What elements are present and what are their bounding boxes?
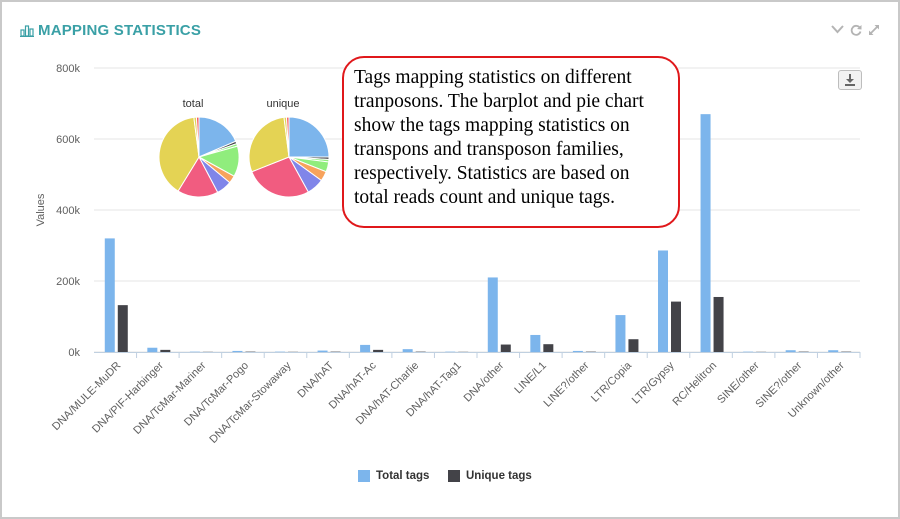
x-tick-label: RC/Helitron [670, 360, 719, 409]
callout-line-2: tranposons. The barplot and pie chart [354, 91, 644, 112]
bar-total-6 [360, 344, 371, 352]
bar-unique-14 [713, 296, 724, 352]
pie-slice-unique-9 [285, 116, 290, 158]
callout-line-1: Tags mapping statistics on different [354, 67, 632, 88]
pie-slice-total-0 [198, 116, 237, 158]
bar-unique-1 [160, 349, 171, 352]
chart-legend: Total tags Unique tags [0, 468, 896, 488]
callout-line-4: transpons and transposon families, [354, 139, 624, 160]
pie-title-total: total [183, 98, 204, 110]
x-tick-label: LINE?/other [542, 359, 592, 409]
x-tick-label: DNA/MULE-MuDR [50, 360, 123, 433]
bar-total-13 [658, 250, 668, 352]
pie-slice-unique-0 [288, 116, 330, 158]
legend-item-total[interactable]: Total tags [358, 468, 429, 484]
bar-total-14 [700, 114, 711, 353]
bar-unique-0 [117, 305, 128, 352]
y-tick-label: 600k [56, 134, 80, 146]
bar-total-12 [615, 315, 626, 352]
x-tick-label: DNA/other [462, 359, 507, 404]
bar-total-16 [785, 350, 796, 352]
bar-unique-6 [373, 349, 384, 352]
pie-title-unique: unique [266, 98, 299, 110]
legend-label-total: Total tags [376, 470, 430, 482]
y-tick-label: 200k [56, 276, 80, 288]
pie-slice-unique-7 [248, 116, 290, 173]
bar-total-3 [232, 350, 243, 352]
bar-unique-12 [628, 339, 639, 352]
y-tick-label: 800k [56, 63, 80, 75]
bar-total-11 [572, 350, 583, 352]
panel-title: MAPPING STATISTICS [38, 22, 202, 39]
callout-line-6: total reads count and unique tags. [354, 187, 616, 208]
chart-export-button[interactable] [838, 70, 862, 90]
x-tick-label: LTR/Copia [589, 359, 635, 405]
callout-line-3: show the tags mapping statistics on [354, 115, 630, 136]
legend-item-unique[interactable]: Unique tags [448, 468, 532, 484]
y-tick-label: 400k [56, 205, 80, 217]
bar-total-1 [147, 347, 158, 352]
description-callout: Tags mapping statistics on different tra… [342, 56, 680, 228]
bar-total-5 [317, 350, 328, 352]
bar-unique-10 [543, 344, 554, 352]
bar-unique-13 [671, 301, 681, 352]
bar-total-10 [530, 334, 541, 352]
x-tick-label: DNA/TcMar-Stowaway [207, 359, 294, 446]
pie-slice-unique-6 [251, 156, 309, 198]
chevron-down-icon[interactable] [831, 24, 844, 34]
x-tick-label: LINE/L1 [512, 360, 549, 397]
legend-label-unique: Unique tags [466, 470, 532, 482]
pie-slice-total-9 [195, 116, 200, 158]
x-tick-label: DNA/PIF-Harbinger [90, 359, 166, 435]
bar-unique-9 [500, 344, 511, 352]
expand-icon[interactable] [868, 24, 880, 36]
x-tick-label: DNA/hAT [295, 359, 336, 400]
legend-swatch-unique [448, 470, 460, 482]
legend-swatch-total [358, 470, 370, 482]
bar-chart-icon [20, 24, 34, 42]
y-tick-label: 0k [68, 347, 80, 359]
bar-total-17 [828, 350, 839, 352]
panel-header: MAPPING STATISTICS [2, 2, 898, 48]
x-tick-label: DNA/TcMar-Mariner [131, 359, 208, 436]
download-icon [839, 73, 861, 87]
refresh-icon[interactable] [850, 24, 862, 36]
bar-total-0 [104, 238, 115, 352]
bar-total-9 [487, 277, 498, 352]
pie-slice-total-7 [158, 116, 200, 192]
callout-line-5: respectively. Statistics are based on [354, 163, 630, 184]
y-axis-title: Values [35, 193, 47, 226]
bar-total-7 [402, 349, 413, 352]
